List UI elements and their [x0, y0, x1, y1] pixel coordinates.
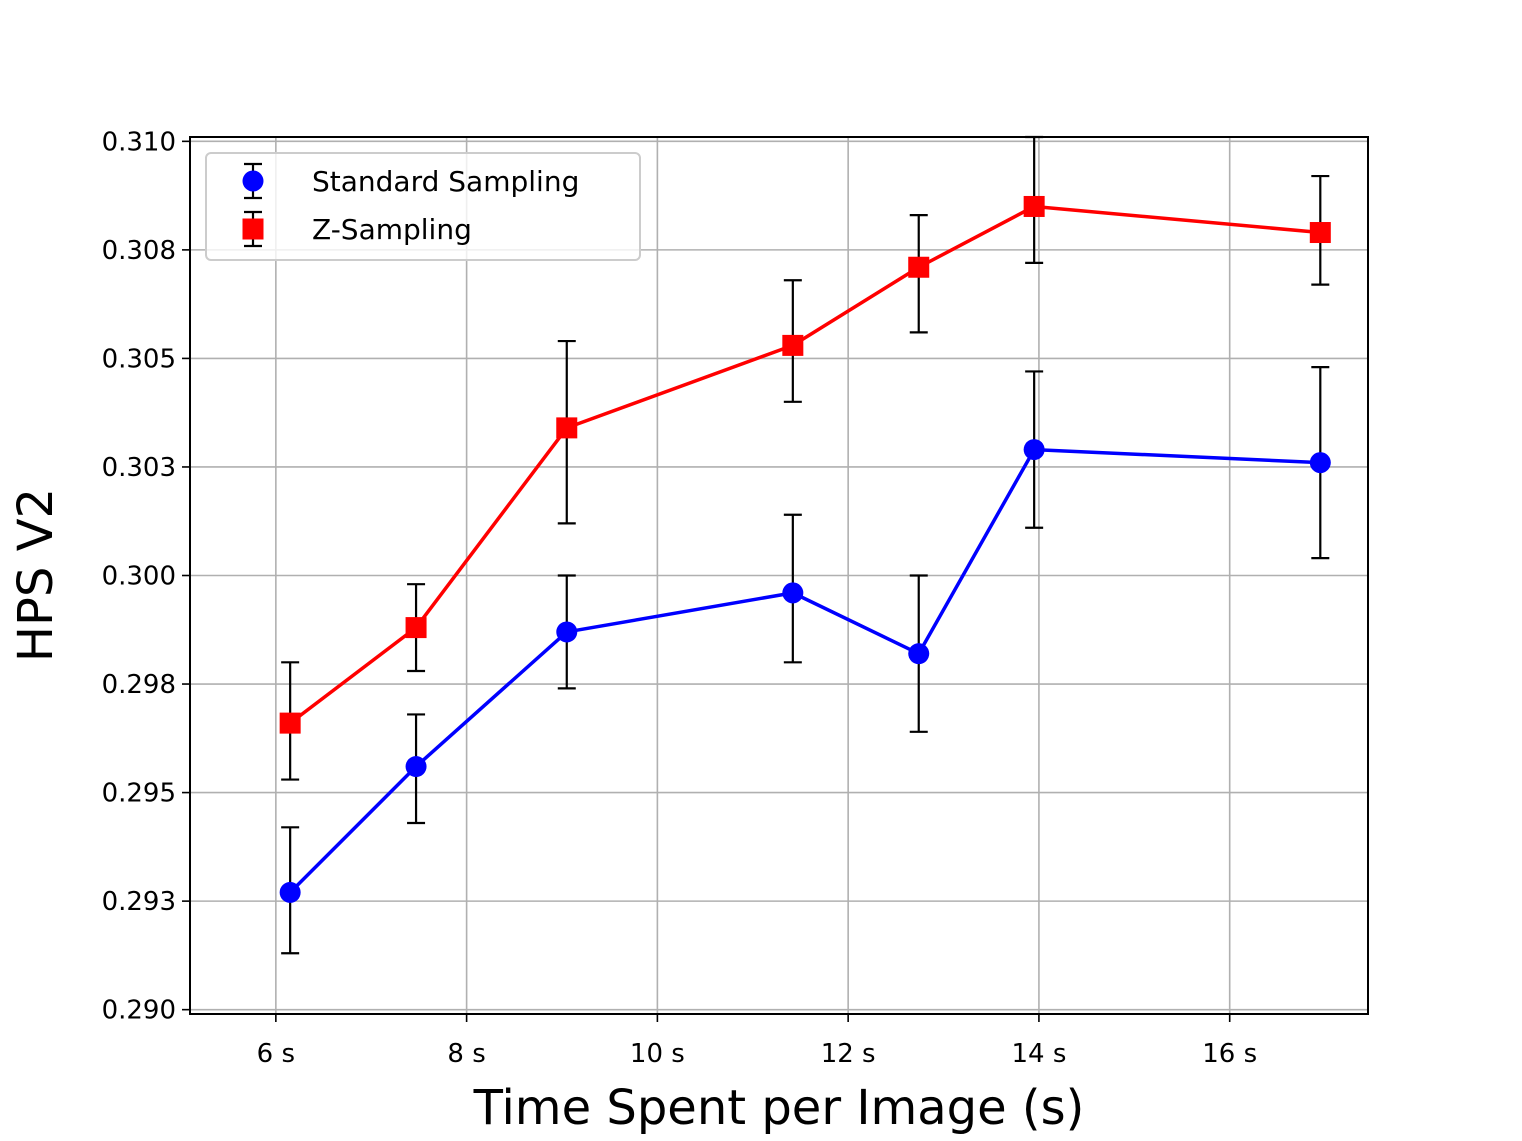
data-point: [405, 756, 427, 778]
y-tick-label: 0.298: [102, 670, 176, 700]
data-point: [556, 417, 578, 439]
data-point: [1023, 195, 1045, 217]
legend-marker: [242, 170, 264, 192]
series-layer: [279, 135, 1331, 955]
x-tick-label: 8 s: [447, 1039, 485, 1069]
legend-label: Standard Sampling: [312, 165, 579, 198]
y-axis-label: HPS V2: [8, 488, 64, 662]
y-tick-label: 0.303: [102, 453, 176, 483]
legend-item: Z-Sampling: [242, 210, 472, 248]
data-point: [782, 582, 804, 604]
data-point: [405, 617, 427, 639]
y-tick-label: 0.293: [102, 887, 176, 917]
x-tick-label: 12 s: [821, 1039, 876, 1069]
x-tick-label: 10 s: [630, 1039, 685, 1069]
x-tick-label: 14 s: [1011, 1039, 1066, 1069]
data-point: [556, 621, 578, 643]
grid-lines: [190, 137, 1368, 1014]
data-point: [908, 643, 930, 665]
y-tick-label: 0.305: [102, 344, 176, 374]
y-tick-label: 0.300: [102, 562, 176, 592]
data-point: [279, 712, 301, 734]
data-point: [1309, 222, 1331, 244]
x-axis-label: Time Spent per Image (s): [473, 1080, 1085, 1136]
y-tick-label: 0.290: [102, 996, 176, 1026]
y-tick-label: 0.295: [102, 779, 176, 809]
data-point: [782, 334, 804, 356]
series-z-sampling: [279, 135, 1331, 781]
series-standard-sampling: [279, 366, 1331, 955]
data-point: [1309, 452, 1331, 474]
x-tick-label: 6 s: [257, 1039, 295, 1069]
data-point: [279, 881, 301, 903]
legend: Standard Sampling Z-Sampling: [205, 152, 641, 261]
data-point: [908, 256, 930, 278]
axis-ticks: 6 s 8 s 10 s 12 s 14 s 16 s 0.290 0.293 0.295 0.2…: [102, 127, 1258, 1069]
legend-label: Z-Sampling: [312, 213, 472, 246]
legend-marker: [242, 218, 264, 240]
y-tick-label: 0.310: [102, 127, 176, 157]
y-tick-label: 0.308: [102, 236, 176, 266]
x-tick-label: 16 s: [1202, 1039, 1257, 1069]
legend-item: Standard Sampling: [242, 162, 579, 200]
data-point: [1023, 439, 1045, 461]
legend-box: [205, 152, 641, 261]
